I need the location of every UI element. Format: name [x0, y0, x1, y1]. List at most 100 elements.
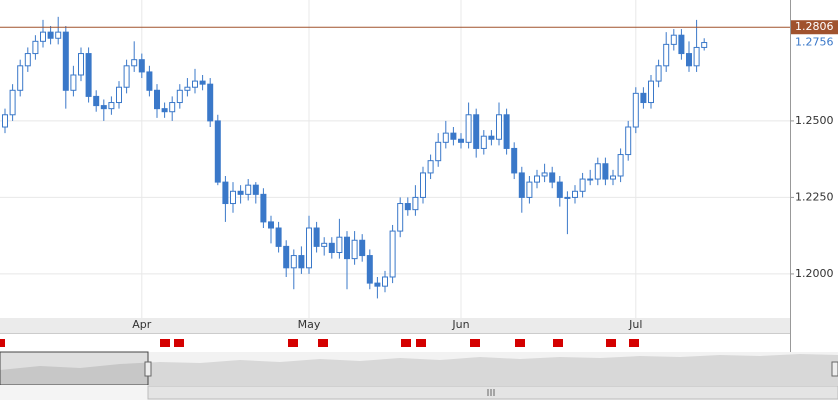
candle-body [321, 242, 328, 247]
navigator-handle[interactable] [144, 361, 152, 377]
event-marker[interactable] [470, 339, 480, 347]
candle-body [268, 221, 274, 229]
navigator-mask [0, 351, 149, 386]
candle-body [648, 80, 654, 104]
candle-body [587, 178, 594, 181]
event-marker[interactable] [553, 339, 563, 347]
candle-body [146, 71, 153, 91]
price-label-box [791, 20, 838, 35]
candle-body [192, 80, 198, 88]
candle-body [382, 276, 388, 287]
event-markers [0, 339, 639, 347]
candle-body [701, 42, 708, 48]
candle-body [435, 141, 442, 162]
scrollbar-grip [487, 389, 495, 396]
x-tick-label: Jun [451, 318, 469, 331]
candle-body [670, 34, 677, 45]
price-label: 1.2806 [795, 20, 834, 33]
candle-body [24, 53, 31, 67]
candle-body [366, 255, 373, 284]
candle-body [686, 53, 692, 67]
candle-body [397, 203, 404, 232]
candle-body [389, 230, 396, 278]
candle-body [412, 196, 419, 211]
y-tick-label: 1.2500 [795, 114, 834, 127]
candle-body [245, 184, 252, 195]
event-marker[interactable] [0, 339, 5, 347]
candle-body [40, 31, 46, 42]
candle-body [116, 86, 122, 104]
candle-body [534, 175, 540, 183]
candle-body [518, 172, 525, 198]
candle-body [610, 175, 616, 180]
candle-body [564, 196, 571, 199]
event-marker[interactable] [160, 339, 170, 347]
candle-body [549, 172, 556, 183]
candle-body [85, 53, 92, 97]
y-tick-label: 1.2250 [795, 190, 834, 203]
candle-body [420, 172, 426, 198]
event-marker[interactable] [288, 339, 298, 347]
candle-body [503, 114, 510, 149]
candle-body [663, 43, 670, 67]
candle-body [138, 59, 145, 73]
candle-body [465, 114, 472, 143]
candle-body [184, 86, 191, 91]
candle-body [62, 31, 69, 91]
candle-body [169, 102, 176, 113]
event-marker[interactable] [318, 339, 328, 347]
candle-body [2, 114, 8, 128]
candle-body [511, 147, 518, 174]
candle-body [9, 89, 16, 116]
x-tick-label: Jul [628, 318, 642, 331]
candle-body [579, 178, 586, 192]
candle-body [488, 135, 495, 140]
candle-body [336, 236, 343, 254]
candle-body [70, 74, 77, 91]
candle-body [404, 203, 411, 211]
candle-body [154, 89, 160, 110]
candle-body [359, 239, 366, 257]
candle-body [176, 89, 183, 104]
x-tick-label: Apr [132, 318, 152, 331]
candle-body [594, 163, 601, 180]
candle-body [290, 255, 297, 269]
candle-body [78, 53, 84, 76]
candle-body [678, 34, 685, 55]
candle-body [222, 181, 229, 205]
candle-body [275, 227, 282, 247]
candle-body [252, 184, 259, 195]
candle-body [693, 46, 700, 67]
candle-body [55, 31, 62, 39]
candle-body [572, 190, 578, 198]
candle-body [442, 132, 449, 143]
event-marker[interactable] [606, 339, 616, 347]
event-marker[interactable] [629, 339, 639, 347]
candle-body [602, 163, 609, 180]
candle-body [214, 120, 221, 183]
event-marker[interactable] [416, 339, 426, 347]
candle-body [199, 80, 206, 85]
candle-body [32, 40, 39, 55]
candle-body [123, 65, 130, 88]
candle-body [328, 242, 335, 254]
event-marker[interactable] [174, 339, 184, 347]
candle-body [131, 59, 138, 67]
candle-body [374, 282, 381, 287]
candle-body [161, 108, 168, 113]
candle-body [306, 227, 312, 269]
event-marker[interactable] [401, 339, 411, 347]
candle-body [283, 245, 290, 269]
scrollbar-thumb[interactable] [147, 385, 838, 400]
candle-body [207, 83, 214, 122]
candle-body [541, 172, 548, 177]
candle-body [556, 181, 563, 198]
y-tick-label: 1.2000 [795, 267, 834, 280]
candle-body [458, 138, 464, 143]
event-marker[interactable] [515, 339, 525, 347]
navigator-handle[interactable] [831, 361, 838, 377]
candle-body [93, 95, 100, 107]
candle-body [230, 190, 236, 205]
candle-body [344, 236, 350, 260]
candle-body [480, 135, 487, 149]
